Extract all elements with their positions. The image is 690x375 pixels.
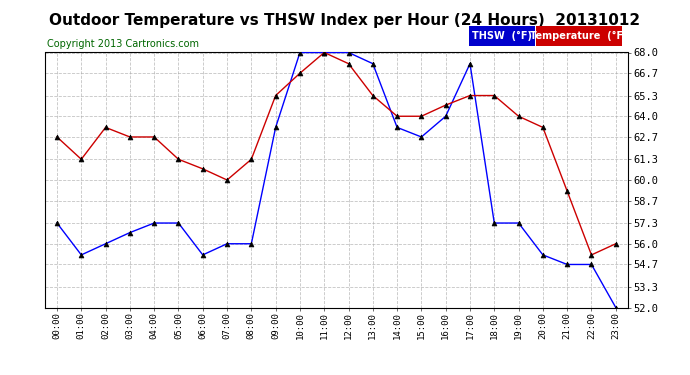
Text: Copyright 2013 Cartronics.com: Copyright 2013 Cartronics.com	[47, 39, 199, 50]
Text: THSW  (°F): THSW (°F)	[472, 31, 532, 41]
Text: Temperature  (°F): Temperature (°F)	[531, 31, 628, 41]
Text: Outdoor Temperature vs THSW Index per Hour (24 Hours)  20131012: Outdoor Temperature vs THSW Index per Ho…	[50, 13, 640, 28]
